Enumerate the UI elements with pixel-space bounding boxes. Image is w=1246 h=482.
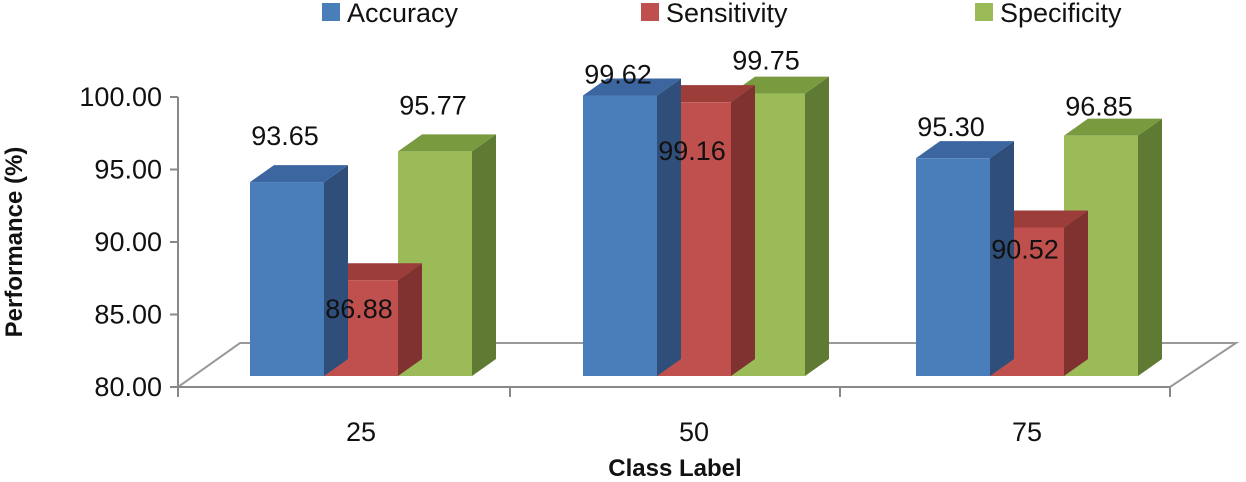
bar-top — [657, 85, 755, 103]
legend-item: Accuracy — [322, 0, 459, 28]
bar-side — [1064, 210, 1088, 376]
data-label: 99.75 — [732, 46, 800, 76]
data-label: 86.88 — [325, 294, 393, 324]
bar-top — [324, 263, 422, 281]
y-axis: 80.00 85.00 90.00 95.00 100.00 — [79, 82, 179, 402]
bar-side — [657, 78, 681, 376]
bar-front — [250, 182, 324, 376]
legend-item: Sensitivity — [641, 0, 788, 28]
bars-group — [250, 76, 1162, 377]
data-label: 99.62 — [584, 60, 652, 90]
y-tick-label: 100.00 — [79, 82, 162, 112]
legend-label: Specificity — [1000, 0, 1122, 28]
x-tick-label: 75 — [1012, 417, 1042, 447]
bar-side — [398, 263, 422, 376]
bar-side — [805, 76, 829, 376]
y-axis-title: Performance (%) — [1, 147, 28, 338]
legend-swatch — [322, 3, 340, 21]
bar-side — [324, 165, 348, 376]
bar-top — [731, 76, 829, 94]
data-label: 99.16 — [658, 136, 726, 166]
bar-top — [398, 134, 496, 152]
x-tick-label: 50 — [679, 417, 709, 447]
bar-top — [916, 141, 1014, 159]
legend-swatch — [641, 3, 659, 21]
legend-label: Sensitivity — [666, 0, 788, 28]
bar — [583, 78, 681, 376]
legend-swatch — [975, 3, 993, 21]
data-label: 95.30 — [917, 112, 985, 142]
data-label: 95.77 — [399, 90, 467, 120]
bar-front — [916, 158, 990, 376]
y-tick-label: 95.00 — [94, 155, 162, 185]
legend-label: Accuracy — [347, 0, 459, 28]
legend: Accuracy Sensitivity Specificity — [322, 0, 1122, 28]
data-label: 93.65 — [251, 121, 319, 151]
bar — [250, 165, 348, 376]
y-tick-label: 90.00 — [94, 227, 162, 257]
bar-top — [1064, 118, 1162, 136]
y-tick-label: 85.00 — [94, 300, 162, 330]
bar-side — [1138, 118, 1162, 377]
bar-top — [250, 165, 348, 183]
x-axis: 25 50 75 — [177, 386, 1171, 447]
bar-top — [583, 78, 681, 96]
x-tick-label: 25 — [346, 417, 376, 447]
data-label: 96.85 — [1065, 92, 1133, 122]
bar-front — [583, 95, 657, 376]
data-label: 90.52 — [991, 234, 1059, 264]
bar-top — [990, 210, 1088, 228]
data-labels: 93.65 86.88 95.77 99.62 99.16 99.75 95.30 90.52… — [251, 46, 1133, 325]
bar — [916, 141, 1014, 376]
bar-side — [472, 134, 496, 376]
bar-side — [990, 141, 1014, 376]
x-axis-title: Class Label — [608, 455, 741, 482]
y-tick-label: 80.00 — [94, 372, 162, 402]
bar-side — [731, 85, 755, 377]
legend-item: Specificity — [975, 0, 1122, 28]
